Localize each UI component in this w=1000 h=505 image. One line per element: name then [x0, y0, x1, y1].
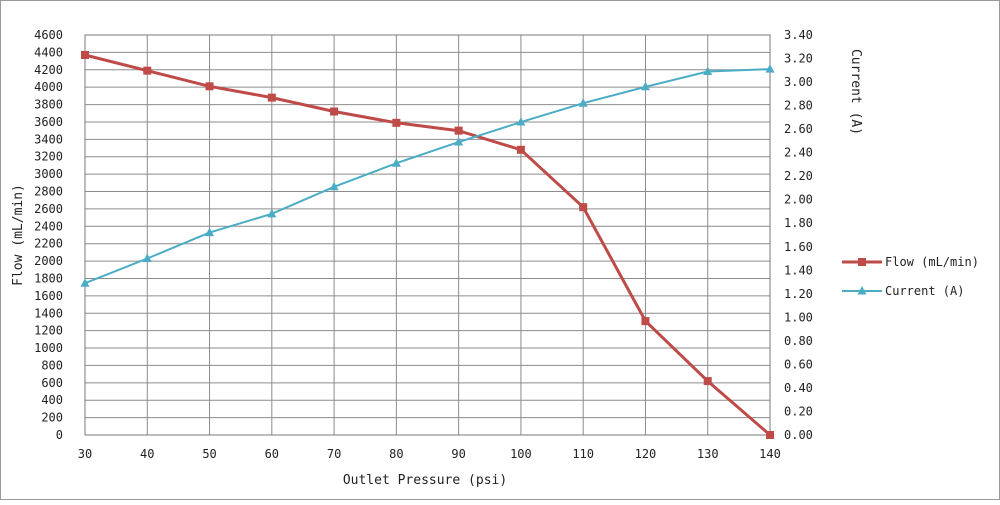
y-tick-label: 4200 — [34, 63, 63, 77]
y-tick-label: 1200 — [34, 324, 63, 338]
x-tick-label: 60 — [265, 447, 279, 461]
series-line-current-a — [84, 68, 771, 285]
data-point-flow-ml-min — [579, 203, 588, 212]
y-tick-label: 2600 — [34, 202, 63, 216]
data-point-flow-ml-min — [766, 431, 774, 439]
data-point-flow-ml-min — [143, 66, 152, 75]
data-point-current-a — [205, 227, 215, 237]
data-point-current-a — [80, 278, 90, 287]
x-axis-title: Outlet Pressure (psi) — [343, 473, 507, 488]
data-point-current-a — [391, 158, 401, 167]
legend: Flow (mL/min) Current (A) — [842, 255, 979, 298]
x-tick-label: 70 — [327, 447, 341, 461]
y-tick-label: 600 — [41, 376, 63, 390]
x-tick-label: 80 — [389, 447, 403, 461]
data-point-current-a — [454, 137, 464, 146]
y-tick-label: 0 — [56, 428, 63, 442]
y-tick-label: 2800 — [34, 185, 63, 199]
legend-label-current-a: Current (A) — [885, 284, 964, 298]
y2-tick-label: 0.40 — [784, 381, 813, 395]
data-point-flow-ml-min — [454, 126, 463, 135]
data-point-flow-ml-min — [392, 118, 401, 127]
data-point-current-a — [765, 64, 775, 73]
data-point-current-a — [329, 181, 339, 191]
data-point-current-a — [267, 208, 277, 218]
y2-tick-label: 1.80 — [784, 216, 813, 230]
y-tick-label: 4000 — [34, 80, 63, 94]
data-point-current-a — [142, 253, 152, 263]
y-tick-label: 2400 — [34, 219, 63, 233]
y2-tick-label: 2.40 — [784, 146, 813, 160]
y-tick-label: 3600 — [34, 115, 63, 129]
data-point-flow-ml-min — [205, 82, 214, 91]
data-point-flow-ml-min — [267, 93, 276, 102]
data-point-flow-ml-min — [516, 145, 525, 154]
data-point-current-a — [578, 98, 588, 107]
x-tick-label: 120 — [635, 447, 657, 461]
y2-tick-label: 0.00 — [784, 428, 813, 442]
y-tick-label: 400 — [41, 393, 63, 407]
x-tick-label: 130 — [697, 447, 719, 461]
y-tick-label: 3200 — [34, 150, 63, 164]
y-tick-label: 1400 — [34, 306, 63, 320]
data-point-current-a — [640, 81, 650, 91]
y2-tick-label: 1.60 — [784, 240, 813, 254]
series-line-flow-ml-min — [84, 53, 771, 437]
y-tick-label: 4400 — [34, 45, 63, 59]
y-tick-label: 1800 — [34, 271, 63, 285]
y2-tick-label: 1.40 — [784, 263, 813, 277]
y2-tick-label: 1.00 — [784, 310, 813, 324]
y-axis-title: Flow (mL/min) — [11, 184, 26, 286]
y-tick-label: 800 — [41, 358, 63, 372]
data-point-current-a — [516, 117, 526, 126]
y2-tick-label: 2.60 — [784, 122, 813, 136]
y2-tick-label: 3.00 — [784, 75, 813, 89]
plot-area-border — [84, 34, 771, 436]
y2-tick-label: 2.80 — [784, 99, 813, 113]
y-tick-label: 1000 — [34, 341, 63, 355]
y2-tick-label: 2.00 — [784, 193, 813, 207]
y-tick-label: 3400 — [34, 132, 63, 146]
data-point-flow-ml-min — [703, 377, 712, 386]
axes: 0 200 400 600 800 1000 1200 1400 1600 1800 2000 220… — [34, 28, 813, 461]
y-tick-label: 2200 — [34, 237, 63, 251]
data-point-flow-ml-min — [641, 317, 650, 326]
y2-tick-label: 0.60 — [784, 357, 813, 371]
series — [80, 51, 775, 439]
data-point-flow-ml-min — [81, 51, 89, 59]
legend-marker-current-a — [857, 286, 867, 295]
data-point-flow-ml-min — [330, 107, 339, 116]
y2-tick-label: 3.40 — [784, 28, 813, 42]
y2-tick-label: 0.20 — [784, 404, 813, 418]
y-tick-label: 1600 — [34, 289, 63, 303]
x-tick-label: 30 — [78, 447, 92, 461]
y-tick-label: 2000 — [34, 254, 63, 268]
y2-tick-label: 0.80 — [784, 334, 813, 348]
y2-tick-label: 1.20 — [784, 287, 813, 301]
x-tick-label: 90 — [451, 447, 465, 461]
data-point-current-a — [703, 66, 713, 75]
y2-tick-label: 3.20 — [784, 52, 813, 66]
legend-marker-flow-ml-min — [858, 258, 866, 266]
x-tick-label: 50 — [202, 447, 216, 461]
x-tick-label: 110 — [572, 447, 594, 461]
x-tick-label: 140 — [759, 447, 781, 461]
y-tick-label: 3800 — [34, 98, 63, 112]
y-tick-label: 200 — [41, 411, 63, 425]
y2-axis-title: Current (A) — [848, 49, 863, 135]
x-tick-label: 100 — [510, 447, 532, 461]
legend-label-flow-ml-min: Flow (mL/min) — [885, 255, 979, 269]
y-tick-label: 3000 — [34, 167, 63, 181]
y-tick-label: 4600 — [34, 28, 63, 42]
y2-tick-label: 2.20 — [784, 169, 813, 183]
x-tick-label: 40 — [140, 447, 154, 461]
